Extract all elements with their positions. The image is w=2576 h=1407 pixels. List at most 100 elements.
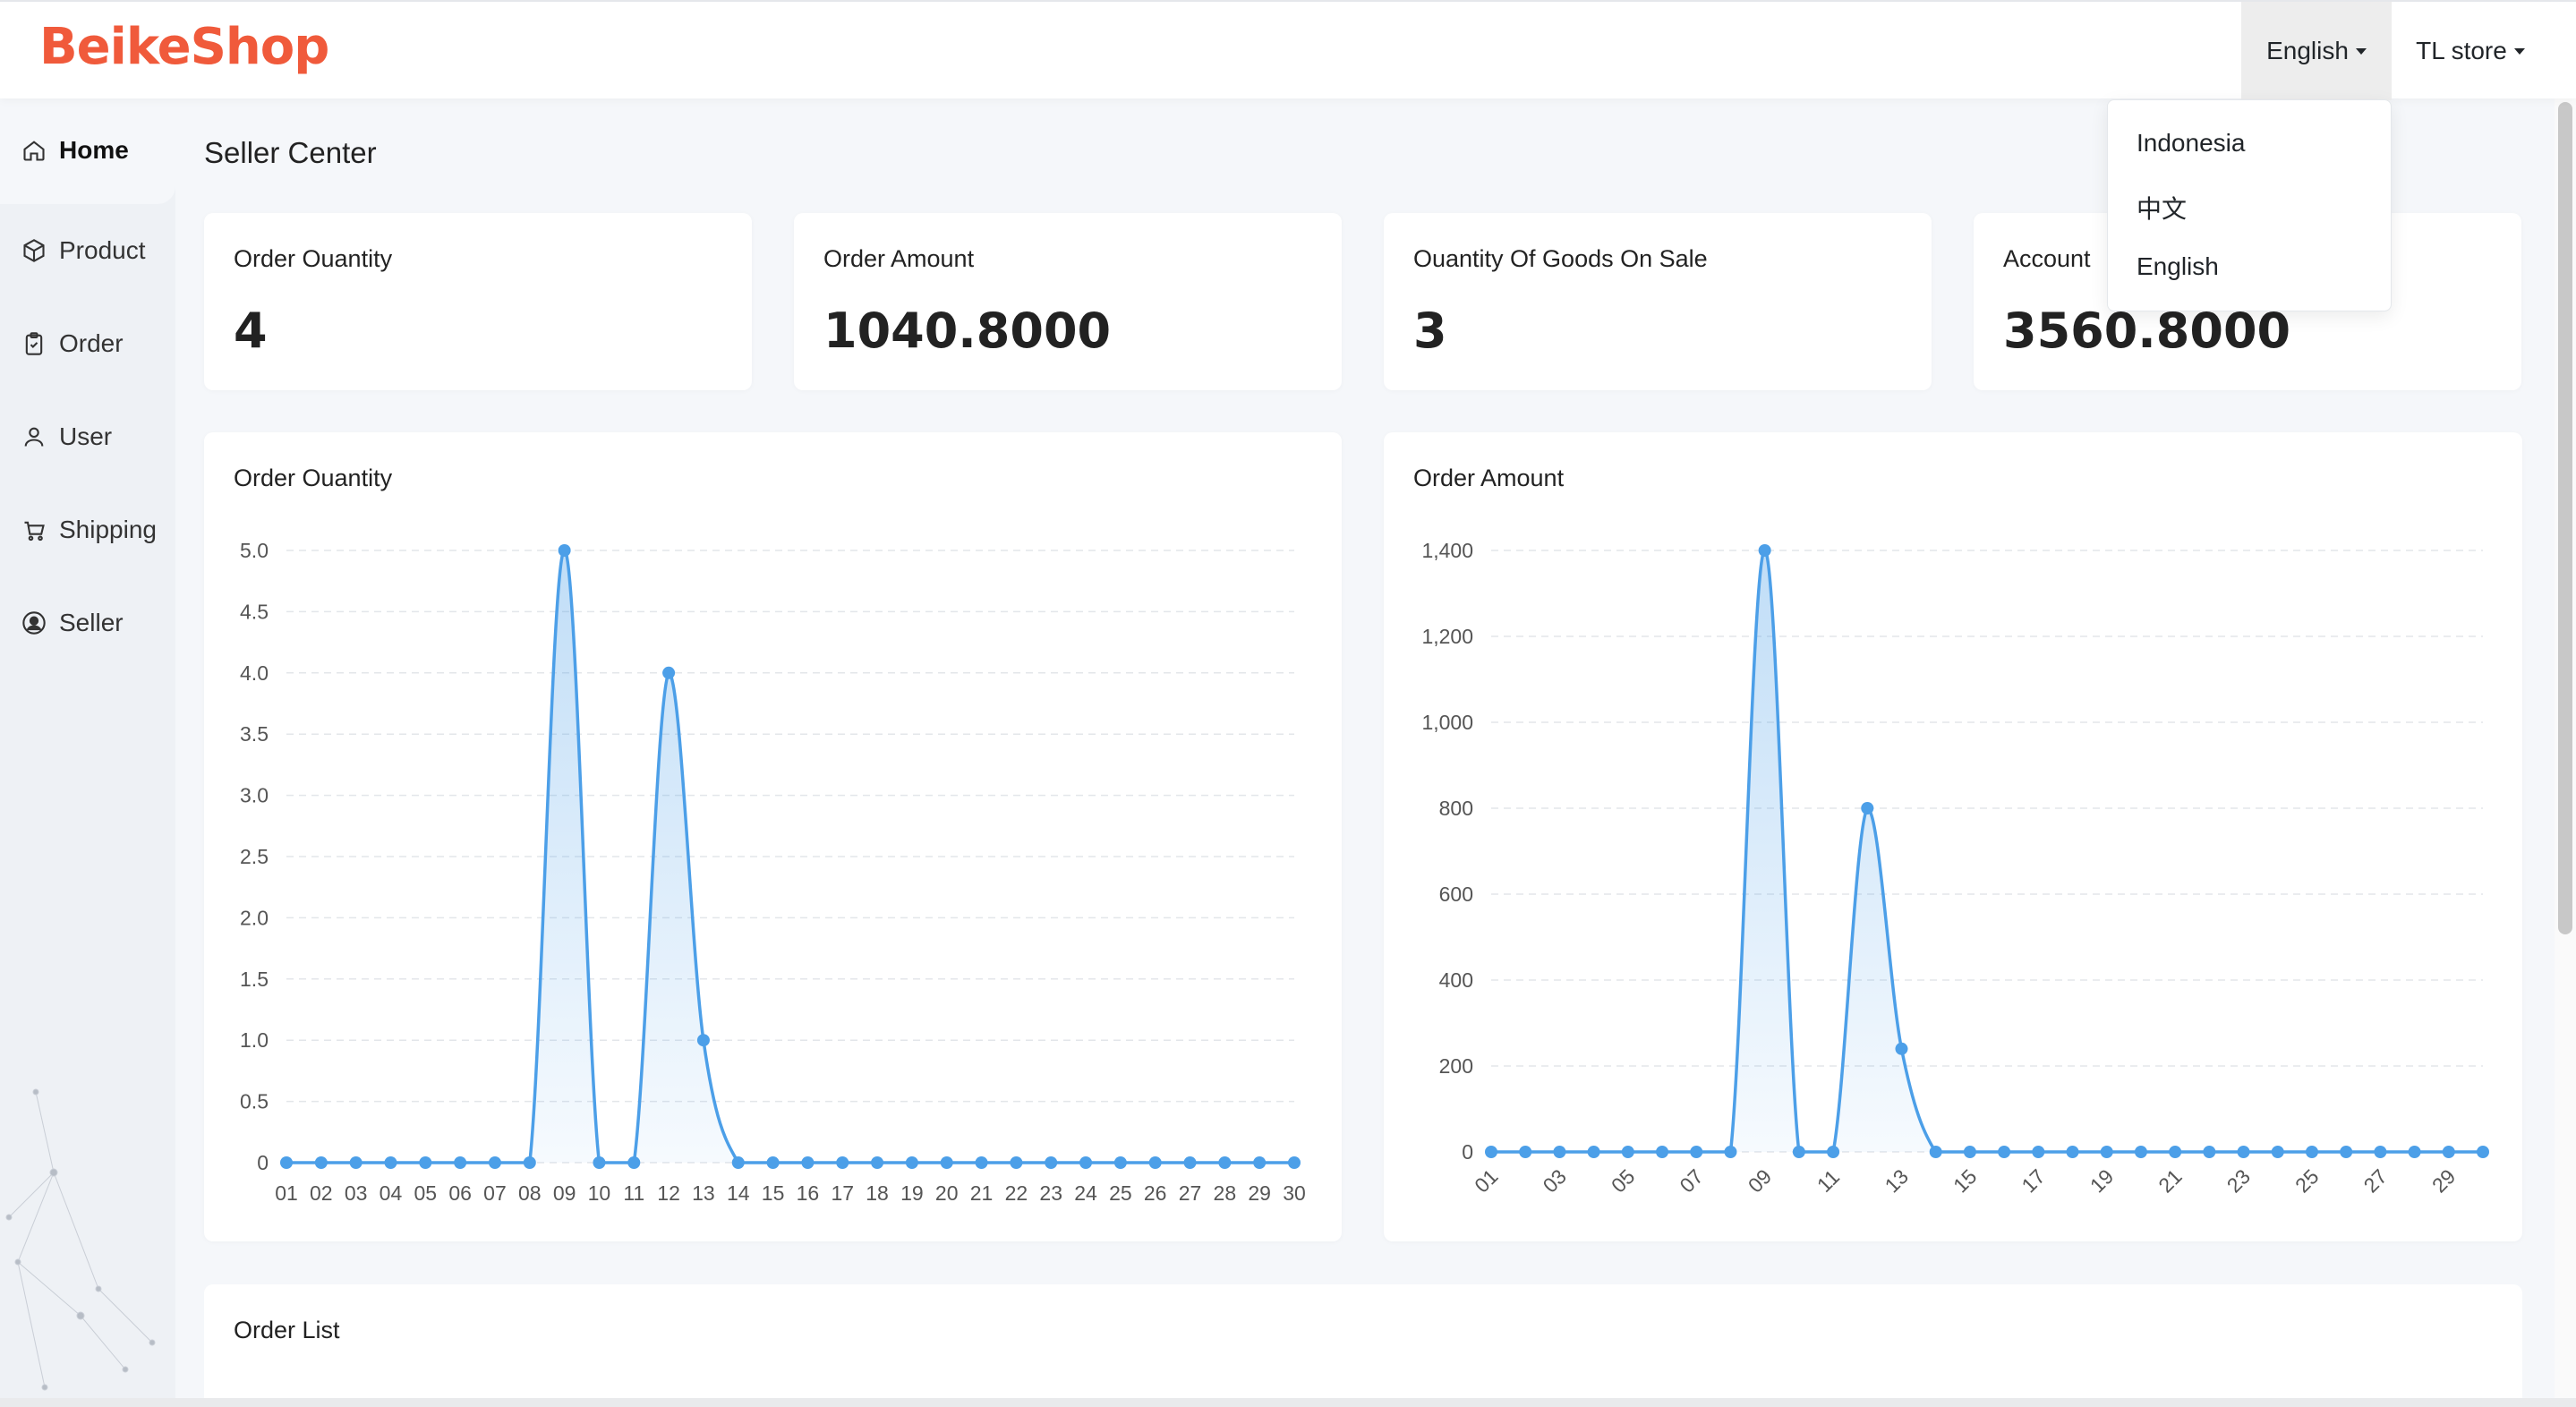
y-tick-label: 1,200 — [1421, 625, 1473, 648]
x-tick-label: 29 — [1248, 1181, 1271, 1205]
top-header: BeikeShop English TL store — [0, 0, 2576, 100]
language-option-chinese[interactable]: 中文 — [2137, 195, 2188, 223]
y-tick-label: 4.5 — [240, 600, 269, 623]
data-point — [2134, 1146, 2147, 1158]
x-tick-label: 18 — [866, 1181, 889, 1205]
x-tick-label: 17 — [831, 1181, 854, 1205]
sidebar-item-product[interactable]: Product — [0, 208, 175, 294]
data-point — [1253, 1156, 1267, 1169]
y-tick-label: 5.0 — [240, 539, 269, 562]
y-tick-label: 0 — [257, 1151, 269, 1174]
scrollbar-thumb[interactable] — [2558, 102, 2572, 934]
x-tick-label: 04 — [380, 1181, 403, 1205]
data-point — [2066, 1146, 2079, 1158]
user-circle-icon — [21, 610, 47, 635]
sidebar-item-shipping[interactable]: Shipping — [0, 487, 175, 573]
data-point — [1963, 1146, 1976, 1158]
x-tick-label: 15 — [762, 1181, 785, 1205]
language-option-english[interactable]: English — [2137, 252, 2219, 280]
data-point — [1724, 1146, 1737, 1158]
x-tick-label: 27 — [2358, 1164, 2391, 1197]
order-amount-chart: 0 200 400 600 800 1,000 1,200 1,400 01 03 05 07 09 11… — [1421, 539, 2489, 1198]
data-point — [975, 1156, 988, 1169]
y-tick-label: 800 — [1439, 797, 1473, 820]
data-point — [662, 666, 676, 679]
x-tick-label: 19 — [2086, 1164, 2118, 1197]
x-tick-label: 03 — [345, 1181, 368, 1205]
y-tick-label: 3.0 — [240, 784, 269, 807]
x-tick-label: 19 — [900, 1181, 924, 1205]
sidebar-item-label: Shipping — [59, 516, 157, 543]
data-point — [1929, 1146, 1942, 1158]
logo[interactable]: BeikeShop — [39, 18, 329, 76]
language-option-indonesia[interactable]: Indonesia — [2137, 129, 2246, 157]
caret-down-icon — [2355, 47, 2367, 55]
data-point — [2477, 1146, 2489, 1158]
sidebar-item-seller[interactable]: Seller — [0, 580, 175, 666]
data-point — [1895, 1042, 1908, 1055]
x-tick-label: 21 — [2154, 1164, 2186, 1197]
y-tick-label: 3.5 — [240, 722, 269, 746]
data-point — [2408, 1146, 2421, 1158]
language-label: English — [2266, 37, 2349, 64]
x-tick-label: 26 — [1144, 1181, 1167, 1205]
data-point — [593, 1156, 606, 1169]
data-point — [801, 1156, 815, 1169]
data-point — [1792, 1146, 1805, 1158]
order-list-title: Order List — [234, 1317, 340, 1343]
x-tick-label: 15 — [1949, 1164, 1981, 1197]
box-icon — [21, 238, 47, 263]
data-point — [627, 1156, 641, 1169]
data-point — [1079, 1156, 1093, 1169]
x-tick-label: 22 — [1005, 1181, 1028, 1205]
y-tick-label: 400 — [1439, 968, 1473, 992]
store-dropdown-button[interactable]: TL store — [2399, 2, 2542, 100]
x-tick-label: 05 — [414, 1181, 438, 1205]
x-tick-label: 07 — [1675, 1164, 1707, 1197]
store-label: TL store — [2416, 37, 2507, 64]
language-menu: Indonesia 中文 English — [2107, 99, 2392, 311]
sidebar-item-home[interactable]: Home — [0, 107, 175, 193]
x-tick-label: 08 — [518, 1181, 542, 1205]
page-title: Seller Center — [204, 136, 377, 169]
data-point — [1827, 1146, 1840, 1158]
x-tick-label: 01 — [275, 1181, 298, 1205]
data-point — [280, 1156, 293, 1169]
data-point — [1045, 1156, 1058, 1169]
data-point — [766, 1156, 780, 1169]
data-point — [349, 1156, 363, 1169]
data-point — [523, 1156, 536, 1169]
x-tick-label: 24 — [1074, 1181, 1097, 1205]
data-point — [384, 1156, 397, 1169]
y-tick-label: 0 — [1462, 1140, 1473, 1164]
bottom-edge — [0, 1398, 2576, 1407]
stat-card-order-quantity: Order Ouantity 4 — [204, 213, 752, 390]
y-tick-label: 0.5 — [240, 1090, 269, 1113]
data-point — [2305, 1146, 2318, 1158]
x-tick-label: 25 — [1109, 1181, 1132, 1205]
x-tick-label: 13 — [692, 1181, 715, 1205]
cart-icon — [21, 517, 47, 542]
sidebar-item-order[interactable]: Order — [0, 301, 175, 387]
data-point — [454, 1156, 467, 1169]
data-point — [1758, 544, 1771, 557]
y-tick-label: 200 — [1439, 1054, 1473, 1078]
stat-card-order-amount: Order Amount 1040.8000 — [794, 213, 1342, 390]
data-point — [1861, 802, 1874, 814]
sidebar-item-label: Order — [59, 329, 124, 357]
y-tick-label: 1,000 — [1421, 711, 1473, 734]
data-point — [1690, 1146, 1703, 1158]
sidebar-item-user[interactable]: User — [0, 394, 175, 480]
data-point — [1288, 1156, 1301, 1169]
data-point — [2271, 1146, 2284, 1158]
order-quantity-chart: 0 0.5 1.0 1.5 2.0 2.5 3.0 3.5 4.0 4.5 5.0 01 02 03 04 0… — [240, 539, 1306, 1205]
sidebar-item-label: Home — [59, 136, 129, 164]
data-point — [2203, 1146, 2216, 1158]
stat-value: 1040.8000 — [823, 303, 1112, 359]
data-point — [1621, 1146, 1634, 1158]
language-dropdown-button[interactable]: English — [2241, 2, 2392, 100]
stat-label: Account — [2003, 245, 2091, 272]
home-icon — [21, 138, 47, 163]
series-line — [1491, 549, 2483, 1154]
data-point — [558, 544, 571, 557]
